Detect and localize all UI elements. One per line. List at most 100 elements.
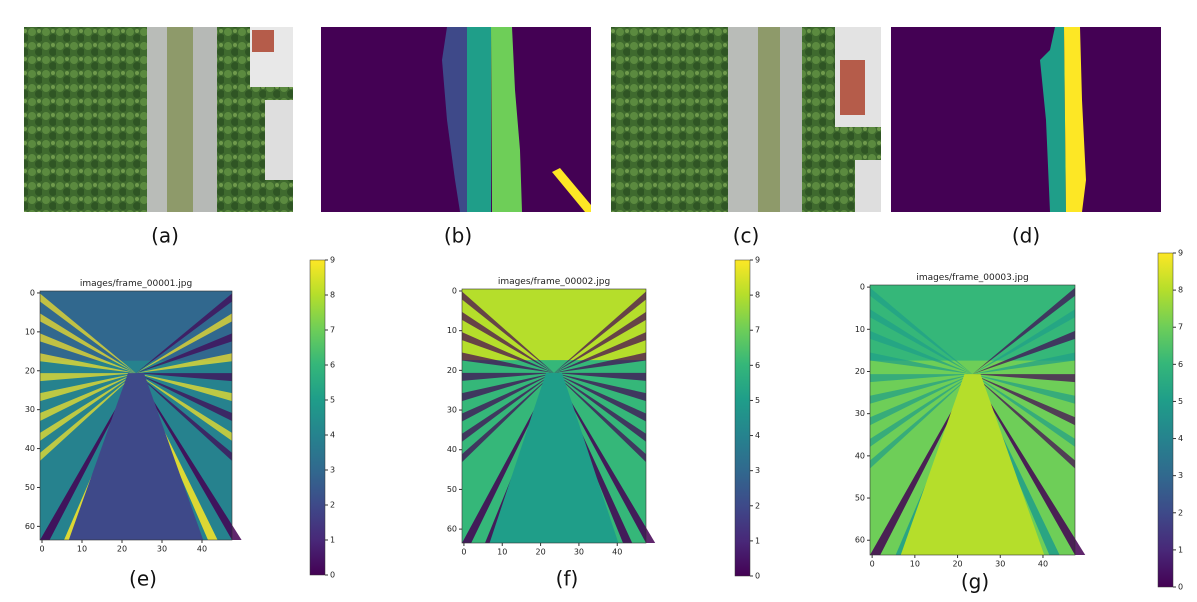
x-tick-label: 30	[995, 560, 1005, 569]
colorbar-tick-label: 9	[755, 256, 760, 265]
heatmap-road	[900, 374, 1045, 555]
x-tick-label: 10	[497, 548, 507, 557]
y-tick-label: 0	[860, 283, 865, 292]
heatmap-stripe	[972, 374, 1075, 404]
heatmap-stripe	[462, 332, 554, 373]
colorbar-tick-label: 8	[1178, 286, 1183, 295]
y-tick-label: 20	[855, 367, 865, 376]
y-tick-label: 40	[25, 444, 35, 453]
x-tick-label: 40	[612, 548, 622, 557]
y-tick-label: 20	[25, 366, 35, 375]
x-tick-label: 0	[461, 548, 466, 557]
panel-label: (a)	[151, 224, 179, 248]
heatmap-stripe	[136, 373, 232, 382]
heatmap-stripe	[136, 353, 232, 374]
heatmap-stripe	[870, 330, 973, 375]
y-tick-label: 60	[855, 536, 865, 545]
heatmap-stripe	[870, 374, 973, 426]
x-tick-label: 40	[197, 545, 207, 554]
colorbar-tick-label: 9	[330, 256, 335, 265]
heatmap-stripe	[870, 374, 973, 383]
colorbar-tick-label: 5	[755, 396, 760, 405]
mask-b	[321, 27, 591, 212]
colorbar-tick-label: 0	[1178, 583, 1183, 592]
colorbar-tick-label: 5	[1178, 397, 1183, 406]
y-tick-label: 50	[25, 483, 35, 492]
x-tick-label: 0	[870, 560, 875, 569]
y-tick-label: 30	[855, 409, 865, 418]
y-tick-label: 50	[855, 494, 865, 503]
y-tick-label: 10	[855, 325, 865, 334]
heatmap-title: images/frame_00001.jpg	[80, 279, 192, 289]
heatmap-stripe	[136, 373, 232, 441]
colorbar-tick-label: 3	[1178, 471, 1183, 480]
x-tick-label: 0	[39, 545, 44, 554]
heatmap-stripe	[870, 374, 973, 404]
heatmap-stripe	[462, 372, 554, 543]
colorbar-tick-label: 7	[330, 326, 335, 335]
heatmap-stripe	[972, 309, 1075, 375]
heatmap-stripe	[870, 374, 973, 469]
heatmap-stripe	[554, 372, 646, 402]
heatmap-stripe	[972, 330, 1075, 375]
heatmap-title: images/frame_00003.jpg	[916, 273, 1028, 283]
colorbar-tick-label: 1	[755, 536, 760, 545]
heatmap-title: images/frame_00002.jpg	[498, 277, 610, 287]
heatmap-stripe	[40, 373, 136, 441]
colorbar-tick-label: 2	[330, 501, 335, 510]
heatmap-stripe	[462, 352, 554, 373]
y-tick-label: 0	[452, 286, 457, 295]
panel-label: (c)	[733, 224, 760, 248]
x-tick-label: 30	[574, 548, 584, 557]
heatmap-frame	[39, 290, 233, 541]
heatmap-stripe	[40, 373, 136, 422]
heatmap-stripe	[40, 313, 136, 374]
y-tick-label: 40	[447, 445, 457, 454]
colorbar-tick-label: 6	[330, 361, 335, 370]
x-tick-label: 20	[117, 545, 127, 554]
colorbar-tick-label: 8	[755, 291, 760, 300]
heatmap-stripe	[554, 372, 646, 422]
heatmap	[39, 290, 242, 541]
x-tick-label: 30	[157, 545, 167, 554]
colorbar-tick-label: 3	[330, 466, 335, 475]
y-tick-label: 30	[25, 405, 35, 414]
colorbar-tick-label: 1	[330, 536, 335, 545]
y-tick-label: 60	[447, 525, 457, 534]
heatmap-stripe	[462, 372, 554, 442]
heatmap-stripe	[40, 293, 136, 374]
heatmap	[869, 284, 1086, 556]
heatmap-frame	[869, 284, 1076, 556]
panel-label: (b)	[444, 224, 472, 248]
heatmap-stripe	[462, 372, 554, 381]
heatmap-stripe	[554, 332, 646, 373]
panel-label: (e)	[129, 567, 157, 591]
heatmap-stripe	[972, 374, 1075, 426]
heatmap-stripe	[462, 372, 554, 422]
x-tick-label: 20	[952, 560, 962, 569]
x-tick-label: 40	[1038, 560, 1048, 569]
x-tick-label: 10	[77, 545, 87, 554]
colorbar-tick-label: 7	[1178, 323, 1183, 332]
photo-a	[24, 27, 293, 212]
heatmap-stripe	[40, 353, 136, 374]
heatmap-stripe	[136, 373, 232, 422]
heatmap-stripe	[40, 373, 136, 540]
heatmap-stripe	[870, 309, 973, 375]
heatmap-stripe	[870, 374, 973, 447]
photo-c	[611, 27, 881, 212]
colorbar	[1157, 252, 1174, 588]
heatmap-stripe	[554, 372, 646, 442]
colorbar-tick-label: 4	[330, 431, 335, 440]
heatmap-stripe	[462, 311, 554, 373]
heatmap-stripe	[972, 287, 1075, 375]
heatmap-stripe	[870, 374, 973, 555]
heatmap-stripe	[40, 373, 136, 382]
heatmap-stripe	[972, 374, 1075, 383]
colorbar	[734, 259, 751, 577]
y-tick-label: 10	[25, 327, 35, 336]
heatmap	[461, 288, 656, 544]
heatmap-stripe	[40, 333, 136, 374]
colorbar-tick-label: 6	[1178, 360, 1183, 369]
